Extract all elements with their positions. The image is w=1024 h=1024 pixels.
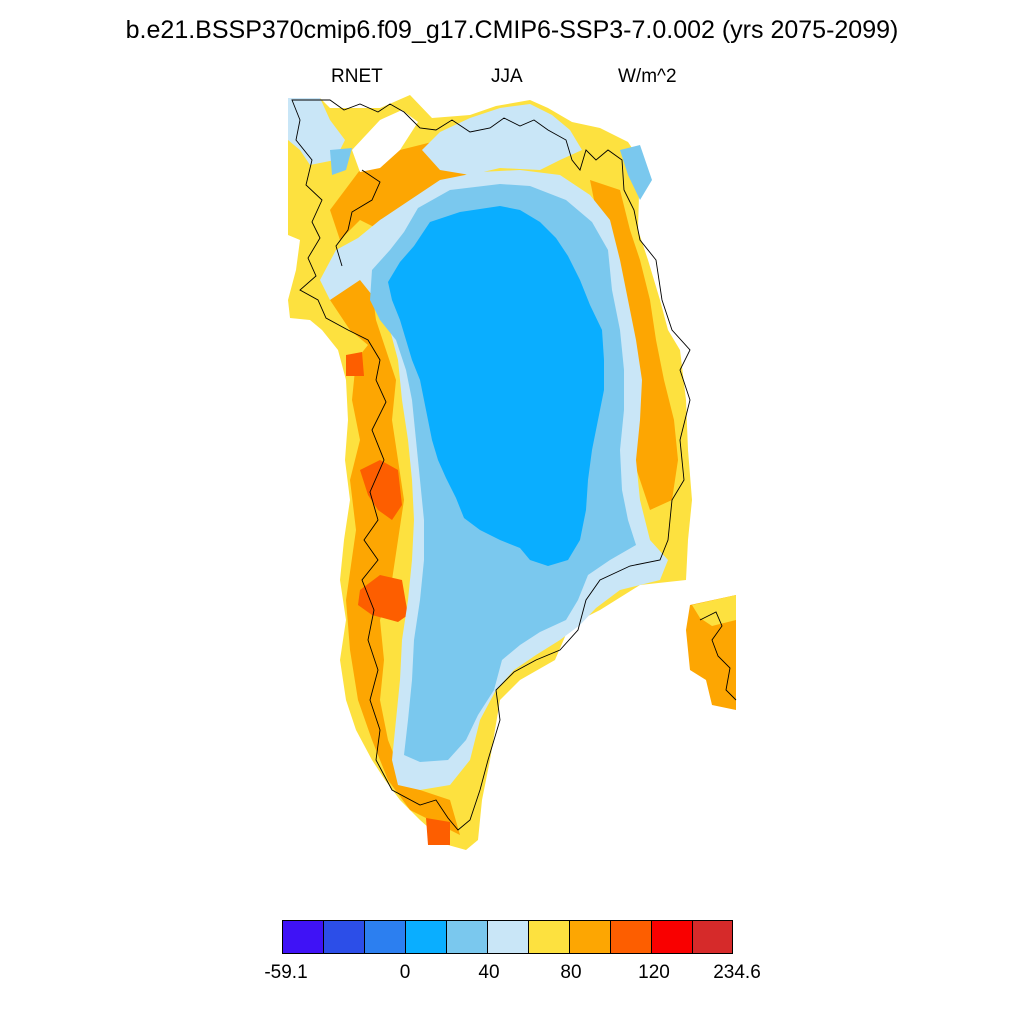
colorbar-swatch [610, 921, 651, 953]
colorbar-tick-label: -59.1 [264, 962, 308, 983]
variable-label: RNET [331, 66, 383, 87]
colorbar-swatch [528, 921, 569, 953]
colorbar-swatch [446, 921, 487, 953]
colorbar-swatch [569, 921, 610, 953]
colorbar-tick-label: 40 [478, 962, 500, 983]
units-label: W/m^2 [618, 66, 677, 87]
colorbar-tick-label: 80 [560, 962, 582, 983]
coastline [291, 99, 737, 831]
colorbar-swatch [487, 921, 528, 953]
band-160-200-sw [358, 575, 408, 622]
colorbar-swatch [282, 921, 323, 953]
band-160-200-w [360, 460, 402, 520]
colorbar-tick-label: 234.6 [713, 962, 761, 983]
shading-layers [288, 95, 736, 850]
colorbar-swatch [405, 921, 446, 953]
colorbar-swatch [364, 921, 405, 953]
season-label: JJA [491, 66, 523, 87]
colorbar-swatch [651, 921, 692, 953]
colorbar-tick-label: 0 [399, 962, 411, 983]
band-160-200-s [426, 818, 450, 845]
colorbar [282, 920, 733, 954]
colorbar-tick-label: 120 [638, 962, 670, 983]
colorbar-swatch [323, 921, 364, 953]
map-title: b.e21.BSSP370cmip6.f09_g17.CMIP6-SSP3-7.… [125, 16, 899, 44]
nodata-nw [352, 110, 418, 172]
band-120-160-east-island [686, 595, 736, 710]
band-0-40-core [388, 206, 604, 566]
band-160-200-nw [346, 352, 364, 376]
colorbar-swatch [692, 921, 733, 953]
